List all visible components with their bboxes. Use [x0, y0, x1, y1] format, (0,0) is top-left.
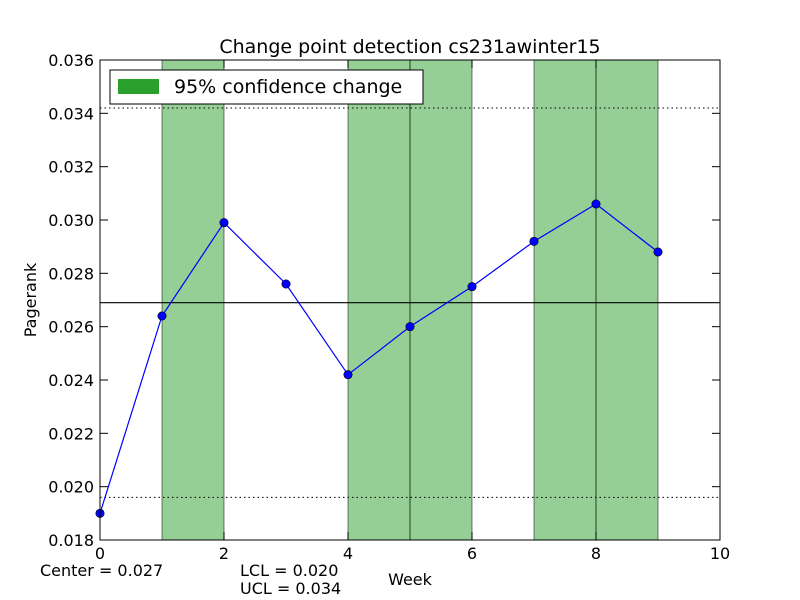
y-tick-label: 0.026 [48, 318, 94, 337]
y-tick-label: 0.032 [48, 158, 94, 177]
y-tick-label: 0.034 [48, 104, 94, 123]
y-tick-label: 0.036 [48, 51, 94, 70]
data-point [157, 311, 167, 321]
x-tick-label: 6 [467, 544, 477, 563]
legend: 95% confidence change [109, 69, 424, 105]
data-point [219, 218, 229, 228]
data-point [405, 322, 415, 332]
chart-title: Change point detection cs231awinter15 [219, 36, 600, 58]
data-point [281, 279, 291, 289]
data-point [529, 236, 539, 246]
y-tick-label: 0.030 [48, 211, 94, 230]
change-region [409, 59, 473, 541]
x-tick-label: 8 [591, 544, 601, 563]
y-tick-label: 0.022 [48, 424, 94, 443]
data-series [95, 199, 663, 518]
change-region [533, 59, 597, 541]
x-tick-label: 0 [95, 544, 105, 563]
center-value-label: Center = 0.027 [40, 561, 164, 580]
data-point [591, 199, 601, 209]
data-point [343, 370, 353, 380]
change-region [161, 59, 225, 541]
series-line [99, 203, 659, 514]
x-tick-label: 2 [219, 544, 229, 563]
legend-box [109, 69, 424, 105]
x-tick-label: 10 [710, 544, 730, 563]
change-region [347, 59, 411, 541]
y-tick-label: 0.018 [48, 531, 94, 550]
data-point [467, 282, 477, 292]
x-axis-label: Week [388, 570, 433, 589]
axes: 0 2 4 6 8 10 0.018 0.020 0.022 0.024 0.026 0.028 0.0… [48, 51, 730, 563]
change-region [595, 59, 659, 541]
change-regions [161, 59, 659, 541]
legend-label: 95% confidence change [174, 76, 402, 98]
legend-swatch [118, 79, 159, 94]
ucl-value-label: UCL = 0.034 [240, 579, 342, 598]
y-tick-label: 0.024 [48, 371, 94, 390]
data-point [653, 247, 663, 257]
lcl-value-label: LCL = 0.020 [240, 561, 339, 580]
control-lines [100, 107, 720, 498]
plot-frame [99, 59, 721, 541]
y-tick-label: 0.028 [48, 264, 94, 283]
y-tick-label: 0.020 [48, 478, 94, 497]
y-axis-label: Pagerank [21, 262, 40, 337]
x-tick-label: 4 [343, 544, 353, 563]
